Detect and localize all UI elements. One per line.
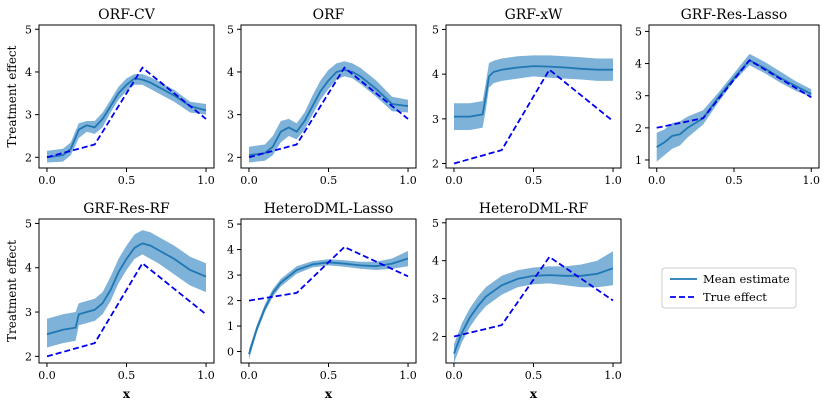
x-tick-label: 0.0 [445, 174, 463, 187]
y-tick-label: 2 [432, 330, 439, 343]
x-tick-label: 1.0 [604, 174, 622, 187]
y-tick-label: 4 [432, 255, 439, 268]
mean-estimate-line [46, 242, 207, 336]
confidence-band [454, 251, 613, 363]
axes-frame [445, 218, 622, 364]
y-tick-label: 0 [227, 346, 234, 359]
y-tick-label: 5 [432, 23, 439, 36]
y-tick-label: 5 [432, 217, 439, 230]
x-tick-label: 0.0 [445, 369, 463, 382]
y-tick-label: 5 [25, 217, 32, 230]
y-tick-label: 4 [25, 66, 32, 79]
x-tick-label: 1.0 [197, 174, 215, 187]
y-tick-label: 3 [25, 109, 32, 122]
y-tick-label: 3 [227, 269, 234, 282]
x-tick-label: 0.5 [320, 174, 338, 187]
y-tick-label: 4 [227, 244, 234, 257]
confidence-band [249, 250, 408, 360]
panel-title: ORF-CV [98, 7, 156, 23]
x-axis-label: x [530, 387, 538, 401]
x-tick-label: 0.5 [118, 174, 136, 187]
true-effect-line [248, 245, 409, 302]
y-tick-label: 1 [635, 154, 642, 167]
x-tick-label: 0.5 [725, 174, 743, 187]
x-tick-label: 1.0 [399, 174, 417, 187]
panel-4: 0.0 0.5 1.0 1 2 3 4 5 GRF-Res-Lasso [635, 7, 820, 187]
panel-6: 0.0 0.5 1.0 0 1 2 3 4 5 HeteroDML-Lasso x [227, 201, 417, 401]
y-tick-label: 3 [25, 306, 32, 319]
x-tick-label: 0.5 [525, 369, 543, 382]
panel-1: 0.0 0.5 1.0 2 3 4 5 ORF-CV Treatment effect [5, 7, 215, 187]
y-tick-label: 5 [227, 218, 234, 231]
y-tick-label: 3 [432, 113, 439, 126]
y-axis-label: Treatment effect [5, 45, 19, 147]
x-tick-label: 0.0 [38, 369, 56, 382]
panel-title: HeteroDML-Lasso [264, 201, 394, 217]
y-tick-label: 2 [432, 158, 439, 171]
legend-true-label: True effect [703, 290, 767, 304]
x-tick-label: 0.0 [240, 369, 258, 382]
confidence-band [47, 74, 206, 163]
panel-7: 0.0 0.5 1.0 2 3 4 5 HeteroDML-RF x [432, 201, 622, 401]
true-effect-line [656, 59, 812, 129]
panel-3: 0.0 0.5 1.0 2 3 4 5 GRF-xW [432, 7, 622, 187]
confidence-band [454, 55, 613, 130]
x-tick-label: 0.0 [648, 174, 666, 187]
panel-5: 0.0 0.5 1.0 2 3 4 5 GRF-Res-RF x Treatment effect [5, 201, 215, 401]
true-effect-line [46, 66, 207, 159]
true-effect-line [453, 255, 614, 338]
confidence-band [249, 61, 408, 163]
axes-frame [240, 218, 417, 364]
panel-title: GRF-xW [505, 7, 563, 23]
y-tick-label: 2 [227, 295, 234, 308]
y-tick-label: 5 [227, 23, 234, 36]
x-tick-label: 0.0 [38, 174, 56, 187]
legend: Mean estimate True effect [661, 267, 797, 309]
y-axis-label: Treatment effect [5, 240, 19, 342]
confidence-band [47, 230, 206, 348]
x-tick-label: 0.0 [240, 174, 258, 187]
true-effect-line [248, 66, 409, 159]
axes-frame [38, 24, 215, 169]
y-tick-label: 1 [227, 320, 234, 333]
x-tick-label: 0.5 [525, 174, 543, 187]
panel-2: 0.0 0.5 1.0 2 3 4 5 ORF [227, 7, 417, 187]
y-tick-label: 2 [25, 350, 32, 363]
panel-title: ORF [313, 7, 345, 23]
y-tick-label: 5 [635, 25, 642, 38]
y-tick-label: 5 [25, 23, 32, 36]
y-tick-label: 4 [227, 66, 234, 79]
y-tick-label: 3 [635, 90, 642, 103]
y-tick-label: 2 [635, 122, 642, 135]
x-tick-label: 1.0 [803, 174, 821, 187]
mean-estimate-line [248, 257, 409, 355]
mean-estimate-line [46, 77, 207, 159]
panel-title: GRF-Res-RF [83, 201, 170, 217]
true-effect-line [453, 68, 614, 165]
x-axis-label: x [325, 387, 333, 401]
x-tick-label: 0.5 [320, 369, 338, 382]
y-tick-label: 4 [432, 68, 439, 81]
true-effect-line [46, 261, 207, 358]
y-tick-label: 3 [227, 109, 234, 122]
y-tick-label: 4 [635, 58, 642, 71]
panel-title: HeteroDML-RF [479, 201, 589, 217]
mean-estimate-line [248, 68, 409, 157]
x-tick-label: 1.0 [399, 369, 417, 382]
confidence-band [656, 53, 812, 162]
legend-frame [661, 267, 797, 309]
x-tick-label: 0.5 [118, 369, 136, 382]
mean-estimate-line [454, 65, 613, 118]
x-axis-label: x [123, 387, 131, 401]
y-tick-label: 2 [227, 151, 234, 164]
x-tick-label: 1.0 [604, 369, 622, 382]
y-tick-label: 4 [25, 262, 32, 275]
y-tick-label: 2 [25, 151, 32, 164]
panel-title: GRF-Res-Lasso [681, 7, 788, 23]
y-tick-label: 3 [432, 293, 439, 306]
x-tick-label: 1.0 [197, 369, 215, 382]
mean-estimate-line [453, 267, 614, 354]
legend-mean-label: Mean estimate [703, 272, 790, 286]
